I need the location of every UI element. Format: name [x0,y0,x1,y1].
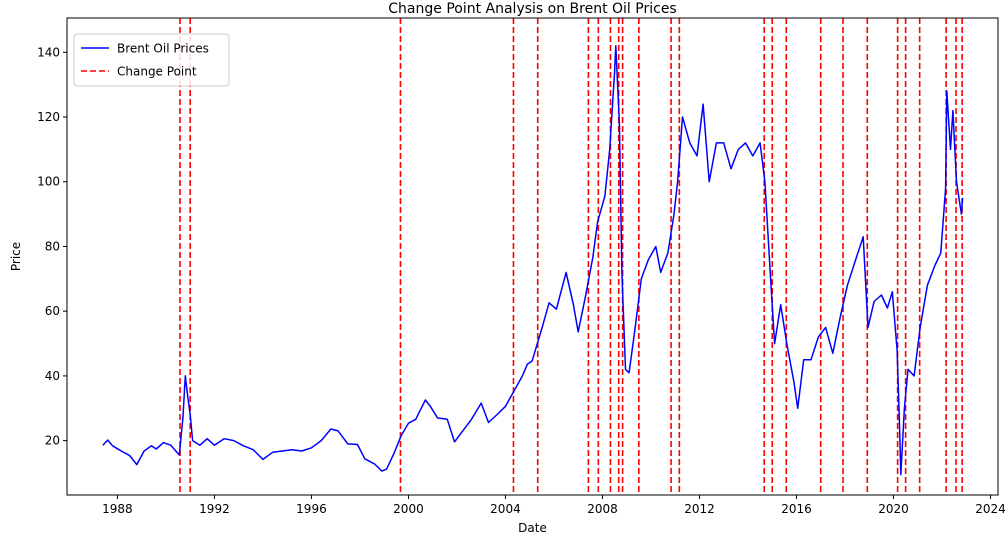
x-tick-label-1992: 1992 [199,502,230,516]
change-points-layer [179,18,963,495]
x-tick-label-2004: 2004 [490,502,521,516]
y-axis: 20 40 60 80 100 120 140 [37,45,67,448]
x-axis-title: Date [518,521,547,535]
x-tick-label-2020: 2020 [878,502,909,516]
price-series-layer [102,45,964,476]
y-tick-label-80: 80 [45,239,60,253]
plot-frame [66,17,999,496]
y-tick-label-40: 40 [45,369,60,383]
x-tick-label-2000: 2000 [393,502,424,516]
y-tick-label-60: 60 [45,304,60,318]
x-tick-label-1996: 1996 [296,502,327,516]
price-series-line [102,45,964,476]
x-axis: 1988 1992 1996 2000 2004 2008 2012 2016 2020 2024 [102,495,1006,516]
y-axis-title: Price [9,242,23,271]
legend: Brent Oil Prices Change Point [73,33,230,87]
y-tick-label-140: 140 [37,45,60,59]
x-tick-label-1988: 1988 [102,502,133,516]
x-tick-label-2008: 2008 [587,502,618,516]
legend-box [73,33,230,87]
y-tick-label-120: 120 [37,110,60,124]
y-tick-label-100: 100 [37,175,60,189]
legend-label-prices: Brent Oil Prices [117,42,209,56]
x-tick-label-2016: 2016 [781,502,812,516]
x-tick-label-2024: 2024 [975,502,1006,516]
x-tick-label-2012: 2012 [684,502,715,516]
y-tick-label-20: 20 [45,434,60,448]
chart-title: Change Point Analysis on Brent Oil Price… [388,1,676,17]
legend-label-change-point: Change Point [117,65,197,79]
